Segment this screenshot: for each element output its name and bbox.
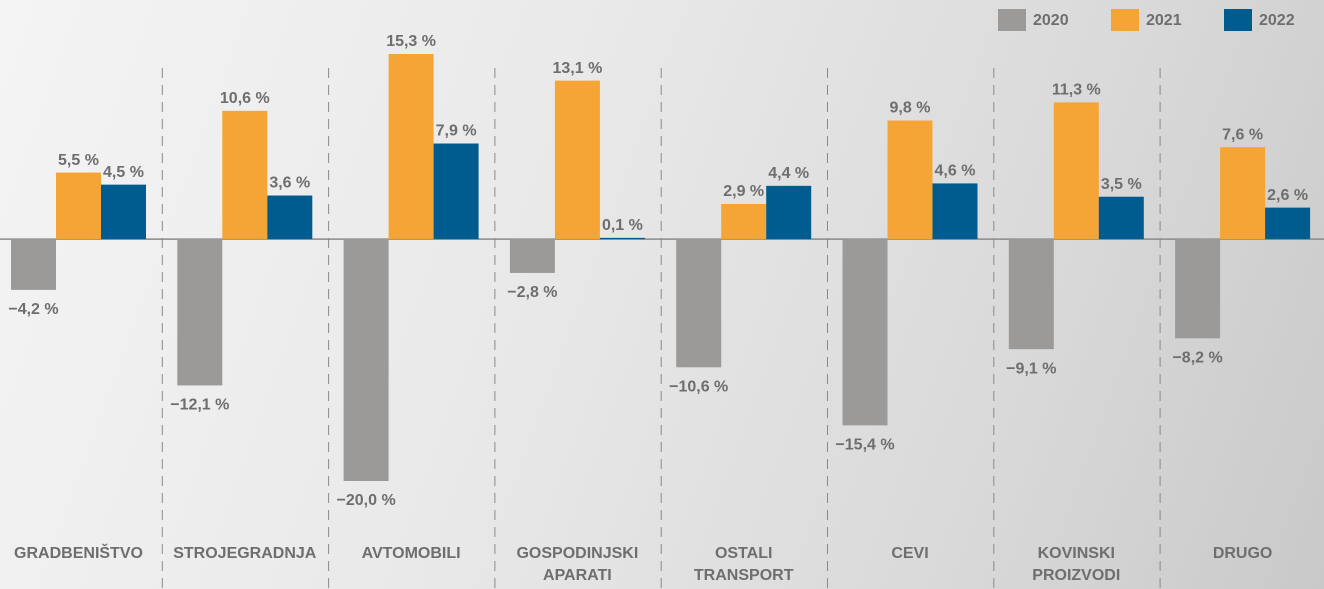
legend-label: 2021: [1146, 12, 1182, 29]
bar: [177, 239, 223, 386]
legend-label: 2022: [1259, 12, 1295, 29]
bar: [222, 110, 268, 240]
category-label: GRADBENIŠTVO: [14, 545, 143, 562]
legend-swatch: [1224, 9, 1252, 31]
category-label: OSTALI TRANSPORT: [693, 545, 794, 584]
value-label: 3,5 %: [1101, 176, 1142, 193]
value-label: −2,8 %: [507, 284, 557, 301]
bar: [433, 143, 479, 240]
value-label: −12,1 %: [170, 397, 229, 414]
category-label: GOSPODINJSKI APARATI: [516, 545, 639, 584]
bar: [11, 239, 56, 290]
value-label: 15,3 %: [386, 33, 436, 50]
bar: [101, 184, 146, 240]
value-label: −9,1 %: [1006, 360, 1056, 377]
value-label: 7,6 %: [1222, 126, 1263, 143]
legend-label: 2020: [1033, 12, 1069, 29]
bar: [1008, 239, 1054, 350]
bar: [1265, 207, 1311, 240]
category-label: DRUGO: [1212, 545, 1273, 562]
value-label: 4,4 %: [768, 165, 809, 182]
bar: [1098, 196, 1144, 240]
bar: [932, 183, 978, 240]
value-label: 10,6 %: [220, 90, 270, 107]
bar: [1220, 147, 1266, 240]
value-label: 4,6 %: [935, 163, 976, 180]
bar: [509, 239, 555, 273]
bar: [554, 80, 600, 240]
bar: [56, 172, 101, 240]
value-label: −20,0 %: [337, 492, 396, 509]
bar: [721, 203, 767, 240]
value-label: 5,5 %: [58, 152, 99, 169]
value-label: −8,2 %: [1172, 349, 1222, 366]
category-label: CEVI: [891, 545, 929, 562]
value-label: 2,6 %: [1267, 187, 1308, 204]
value-label: 13,1 %: [552, 60, 602, 77]
legend-swatch: [1111, 9, 1139, 31]
value-label: −4,2 %: [8, 301, 58, 318]
value-label: 9,8 %: [890, 100, 931, 117]
category-label: STROJEGRADNJA: [173, 545, 317, 562]
value-label: 2,9 %: [723, 183, 764, 200]
bar: [343, 239, 389, 481]
value-label: 0,1 %: [602, 217, 643, 234]
bar: [599, 237, 645, 240]
value-label: −10,6 %: [669, 379, 728, 396]
category-label: KOVINSKI PROIZVODI: [1032, 545, 1121, 584]
bar: [676, 239, 722, 368]
bar: [267, 195, 313, 240]
bar: [766, 185, 812, 240]
bar: [388, 54, 434, 240]
bar: [1175, 239, 1221, 339]
legend-swatch: [998, 9, 1026, 31]
bar: [887, 120, 933, 240]
value-label: 7,9 %: [436, 123, 477, 140]
value-label: 11,3 %: [1052, 82, 1101, 99]
category-label: AVTOMOBILI: [361, 545, 461, 562]
bar: [1053, 102, 1099, 240]
value-label: −15,4 %: [835, 437, 894, 454]
value-label: 3,6 %: [269, 175, 310, 192]
value-label: 4,5 %: [103, 164, 144, 181]
bar: [842, 239, 888, 426]
